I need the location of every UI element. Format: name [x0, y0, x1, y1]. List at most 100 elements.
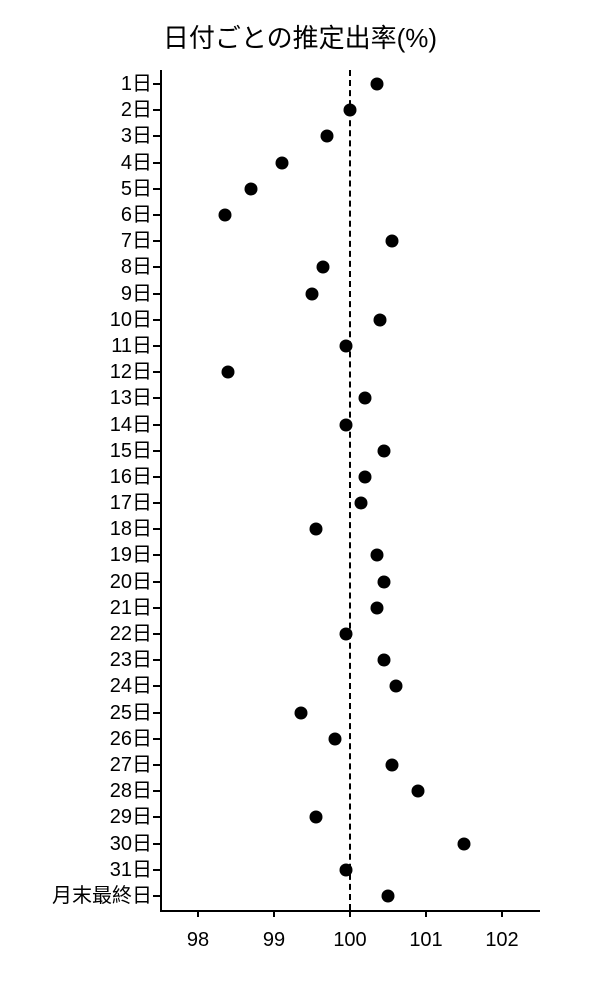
scatter-point — [458, 837, 471, 850]
y-axis-tick — [153, 371, 160, 373]
y-axis-tick — [153, 424, 160, 426]
y-axis-tick — [153, 581, 160, 583]
y-axis-label: 13日 — [0, 388, 152, 408]
y-axis-tick — [153, 135, 160, 137]
y-axis-label: 12日 — [0, 362, 152, 382]
y-axis-tick — [153, 266, 160, 268]
scatter-point — [359, 470, 372, 483]
scatter-point — [340, 339, 353, 352]
y-axis-tick — [153, 554, 160, 556]
scatter-point — [412, 785, 425, 798]
scatter-point — [370, 601, 383, 614]
y-axis-tick — [153, 162, 160, 164]
scatter-point — [309, 811, 322, 824]
y-axis-label: 10日 — [0, 310, 152, 330]
scatter-point — [222, 366, 235, 379]
y-axis-tick — [153, 816, 160, 818]
y-axis-tick — [153, 345, 160, 347]
scatter-point — [275, 156, 288, 169]
scatter-point — [218, 208, 231, 221]
y-axis-label: 1日 — [0, 74, 152, 94]
y-axis-label: 22日 — [0, 624, 152, 644]
y-axis-tick — [153, 712, 160, 714]
y-axis-label: 17日 — [0, 493, 152, 513]
x-axis-tick — [349, 910, 351, 917]
y-axis-tick — [153, 659, 160, 661]
x-axis-label: 100 — [333, 930, 366, 950]
y-axis-tick — [153, 502, 160, 504]
scatter-point — [378, 654, 391, 667]
y-axis-label: 31日 — [0, 860, 152, 880]
x-axis-tick — [273, 910, 275, 917]
scatter-point — [309, 523, 322, 536]
scatter-point — [382, 890, 395, 903]
scatter-point — [294, 706, 307, 719]
y-axis-label: 7日 — [0, 231, 152, 251]
y-axis-label: 14日 — [0, 415, 152, 435]
scatter-point — [340, 863, 353, 876]
y-axis-tick — [153, 895, 160, 897]
scatter-point — [340, 418, 353, 431]
y-axis-label: 23日 — [0, 650, 152, 670]
y-axis-label: 27日 — [0, 755, 152, 775]
scatter-point — [370, 549, 383, 562]
rate-by-day-chart: 日付ごとの推定出率(%) 1日2日3日4日5日6日7日8日9日10日11日12日… — [0, 0, 600, 1000]
y-axis-label: 24日 — [0, 676, 152, 696]
scatter-point — [378, 575, 391, 588]
scatter-point — [389, 680, 402, 693]
y-axis-tick — [153, 528, 160, 530]
x-axis-tick — [425, 910, 427, 917]
x-axis-label: 101 — [409, 930, 442, 950]
y-axis-label: 月末最終日 — [0, 886, 152, 906]
reference-line-100 — [349, 70, 351, 910]
scatter-point — [245, 182, 258, 195]
y-axis-tick — [153, 633, 160, 635]
y-axis-tick — [153, 109, 160, 111]
y-axis-tick — [153, 869, 160, 871]
scatter-point — [306, 287, 319, 300]
scatter-point — [370, 78, 383, 91]
y-axis-line — [160, 70, 162, 910]
y-axis-label: 5日 — [0, 179, 152, 199]
scatter-point — [355, 497, 368, 510]
y-axis-tick — [153, 319, 160, 321]
y-axis-label: 29日 — [0, 807, 152, 827]
x-axis-label: 102 — [485, 930, 518, 950]
y-axis-tick — [153, 397, 160, 399]
y-axis-tick — [153, 450, 160, 452]
y-axis-label: 11日 — [0, 336, 152, 356]
y-axis-tick — [153, 476, 160, 478]
scatter-point — [359, 392, 372, 405]
y-axis-label: 9日 — [0, 284, 152, 304]
y-axis-tick — [153, 214, 160, 216]
y-axis-label: 2日 — [0, 100, 152, 120]
y-axis-label: 20日 — [0, 572, 152, 592]
y-axis-label: 3日 — [0, 126, 152, 146]
y-axis-label: 26日 — [0, 729, 152, 749]
x-axis-tick — [197, 910, 199, 917]
scatter-point — [385, 235, 398, 248]
y-axis-tick — [153, 685, 160, 687]
x-axis-label: 98 — [187, 930, 209, 950]
scatter-point — [340, 628, 353, 641]
y-axis-label: 25日 — [0, 703, 152, 723]
y-axis-tick — [153, 790, 160, 792]
scatter-point — [321, 130, 334, 143]
y-axis-tick — [153, 764, 160, 766]
y-axis-label: 16日 — [0, 467, 152, 487]
y-axis-tick — [153, 607, 160, 609]
y-axis-label: 19日 — [0, 545, 152, 565]
y-axis-label: 6日 — [0, 205, 152, 225]
scatter-point — [374, 313, 387, 326]
scatter-point — [317, 261, 330, 274]
y-axis-tick — [153, 738, 160, 740]
y-axis-label: 21日 — [0, 598, 152, 618]
y-axis-label: 4日 — [0, 153, 152, 173]
scatter-point — [378, 444, 391, 457]
scatter-point — [344, 104, 357, 117]
chart-title: 日付ごとの推定出率(%) — [0, 18, 600, 55]
y-axis-tick — [153, 843, 160, 845]
y-axis-tick — [153, 83, 160, 85]
y-axis-label: 28日 — [0, 781, 152, 801]
y-axis-tick — [153, 293, 160, 295]
